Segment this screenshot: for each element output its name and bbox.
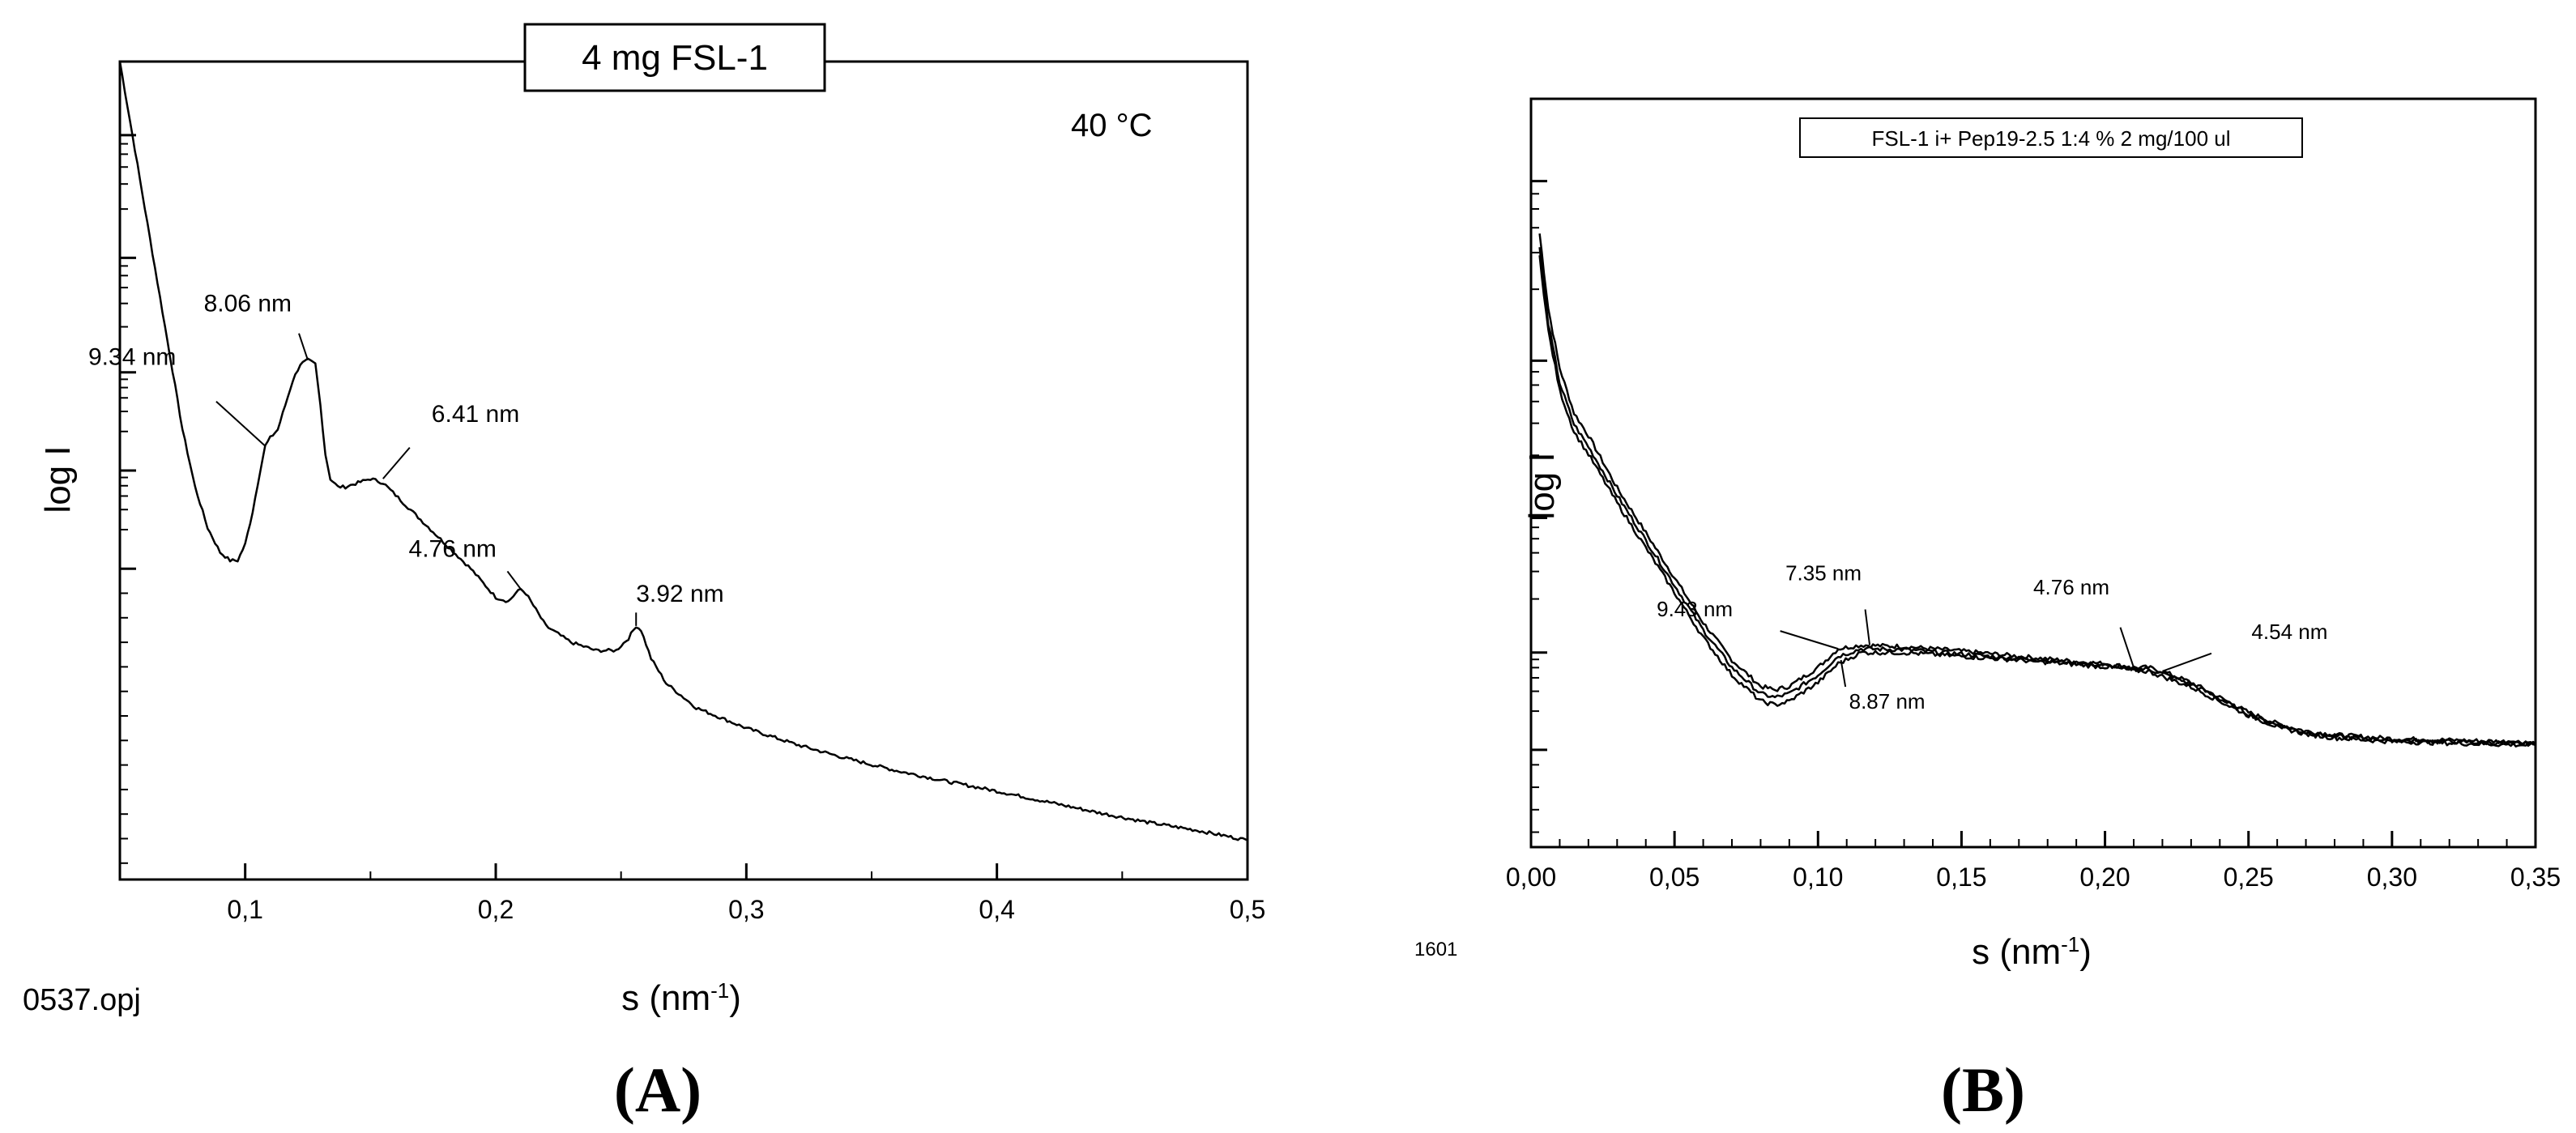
panel-a-x-tick-label: 0,1 <box>227 895 262 924</box>
panel-b-annotation-label: 8.87 nm <box>1849 689 1926 713</box>
panel-a-title-box <box>523 23 826 92</box>
panel-a-ylabel: log I <box>38 445 78 513</box>
panel-b-file-note: 1601 <box>1414 939 1457 960</box>
panel-b-x-tick-label: 0,00 <box>1506 863 1556 892</box>
panel-a-annotation-label: 3.92 nm <box>636 581 723 607</box>
panel-b-annotation-leader <box>1864 609 1871 645</box>
panel-a-temperature: 40 °C <box>1071 108 1153 143</box>
panel-a-x-tick-label: 0,5 <box>1230 895 1265 924</box>
panel-a-xlabel: s (nm-1) <box>621 978 741 1018</box>
panel-b-x-tick-label: 0,05 <box>1649 863 1700 892</box>
panel-b-annotation-leader <box>2162 652 2212 672</box>
panel-b-series <box>1538 233 2536 748</box>
panel-a-x-tick-label: 0,3 <box>728 895 764 924</box>
panel-b-annotations: 9.43 nm 7.35 nm 8.87 nm 4.76 nm 4.54 nm <box>1657 561 2327 713</box>
panel-a-title: 4 mg FSL-1 <box>582 38 768 78</box>
panel-a-plot-frame <box>118 60 1249 881</box>
panel-b-xlabel: s (nm-1) <box>1972 932 2092 972</box>
panel-b-annotation-leader <box>1840 659 1847 688</box>
panel-b-series-line-2 <box>1538 247 2536 748</box>
panel-b-title-box <box>1799 117 2303 158</box>
panel-a-ticks: 0,1 0,2 0,3 0,4 0,5 <box>119 134 1265 924</box>
panel-a: 0,1 0,2 0,3 0,4 0,5 9.34 nm 8.06 nm 6.41 nm 4.7… <box>23 23 1265 1125</box>
panel-a-letter: (A) <box>614 1054 702 1125</box>
panel-b: 0,00 0,05 0,10 0,15 0,20 0,25 0,30 0,35 9.43 nm… <box>1414 97 2561 1125</box>
panel-b-annotation-leader <box>1780 630 1839 650</box>
panel-b-x-tick-label: 0,15 <box>1936 863 1986 892</box>
panel-b-letter: (B) <box>1941 1054 2025 1125</box>
panel-a-annotation-label: 8.06 nm <box>204 291 292 317</box>
panel-b-x-tick-label: 0,20 <box>2079 863 2130 892</box>
panel-a-annotation-label: 9.34 nm <box>88 344 176 371</box>
panel-a-x-tick-label: 0,2 <box>478 895 514 924</box>
panel-b-title: FSL-1 i+ Pep19-2.5 1:4 % 2 mg/100 ul <box>1872 126 2231 151</box>
panel-a-annotation-leader <box>215 400 267 447</box>
panel-a-file-note: 0537.opj <box>23 983 141 1017</box>
panel-a-annotation-label: 4.76 nm <box>409 535 497 562</box>
panel-a-series <box>118 61 1248 841</box>
panel-b-annotation-label: 9.43 nm <box>1657 597 1733 621</box>
panel-a-x-tick-label: 0,4 <box>979 895 1014 924</box>
panel-b-ylabel: log I <box>1522 452 1562 519</box>
panel-b-annotation-label: 4.54 nm <box>2251 620 2327 644</box>
panel-a-annotation-leader <box>382 446 411 479</box>
panel-b-ticks: 0,00 0,05 0,10 0,15 0,20 0,25 0,30 0,35 <box>1506 180 2561 892</box>
panel-b-series-line-3 <box>1538 255 2536 748</box>
panel-b-annotation-leader <box>2119 627 2135 668</box>
panel-b-annotation-label: 4.76 nm <box>2033 575 2109 599</box>
panel-b-series-line-1 <box>1538 233 2536 746</box>
panel-b-x-tick-label: 0,35 <box>2510 863 2561 892</box>
panel-b-x-tick-label: 0,25 <box>2224 863 2274 892</box>
panel-a-annotation-leader <box>298 333 309 360</box>
panel-b-x-tick-label: 0,30 <box>2367 863 2417 892</box>
panel-a-series-line-1 <box>118 61 1248 841</box>
panel-b-plot-frame <box>1529 97 2537 849</box>
panel-b-x-tick-label: 0,10 <box>1793 863 1843 892</box>
panel-a-annotation-label: 6.41 nm <box>432 401 519 428</box>
panel-a-annotations: 9.34 nm 8.06 nm 6.41 nm 4.76 nm 3.92 nm <box>88 291 724 626</box>
panel-a-annotation-leader <box>506 570 522 590</box>
panel-b-annotation-label: 7.35 nm <box>1785 561 1862 586</box>
